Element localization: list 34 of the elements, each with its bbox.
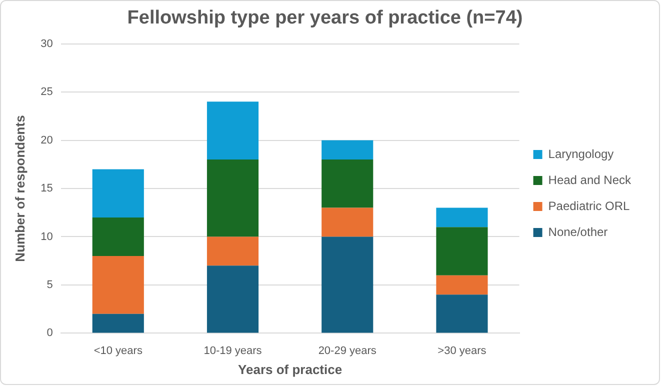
y-tick-label: 10 xyxy=(40,230,53,243)
y-tick-label: 5 xyxy=(46,279,53,291)
y-tick-label: 15 xyxy=(40,182,53,195)
x-tick-label: <10 years xyxy=(94,344,143,357)
x-tick-label: 10-19 years xyxy=(204,344,262,357)
x-tick-label: >30 years xyxy=(438,344,487,357)
bar xyxy=(322,140,374,160)
bar xyxy=(436,275,488,295)
x-axis-title: Years of practice xyxy=(238,362,342,377)
y-tick-label: 25 xyxy=(40,86,53,98)
bar xyxy=(322,160,374,208)
x-tick-label: 20-29 years xyxy=(318,344,377,357)
legend-label: Paediatric ORL xyxy=(548,198,630,213)
chart-title: Fellowship type per years of practice (n=74) xyxy=(127,8,523,29)
bar xyxy=(92,217,144,256)
bar xyxy=(206,266,259,333)
legend-label: Laryngology xyxy=(548,146,614,161)
bar xyxy=(322,208,374,237)
bar xyxy=(206,160,259,237)
y-axis-title: Number of respondents xyxy=(12,115,28,262)
bar xyxy=(436,294,488,333)
bar xyxy=(436,208,488,228)
bar xyxy=(92,314,144,333)
bar xyxy=(92,169,144,218)
bar xyxy=(436,227,488,276)
bar xyxy=(206,102,259,160)
legend-label: Head and Neck xyxy=(548,172,632,187)
bar xyxy=(322,236,374,333)
bar xyxy=(92,256,144,314)
y-tick-label: 20 xyxy=(40,134,53,146)
y-tick-label: 30 xyxy=(40,38,53,50)
legend-label: None/other xyxy=(548,224,608,239)
bar xyxy=(206,236,259,266)
y-tick-label: 0 xyxy=(46,327,53,340)
